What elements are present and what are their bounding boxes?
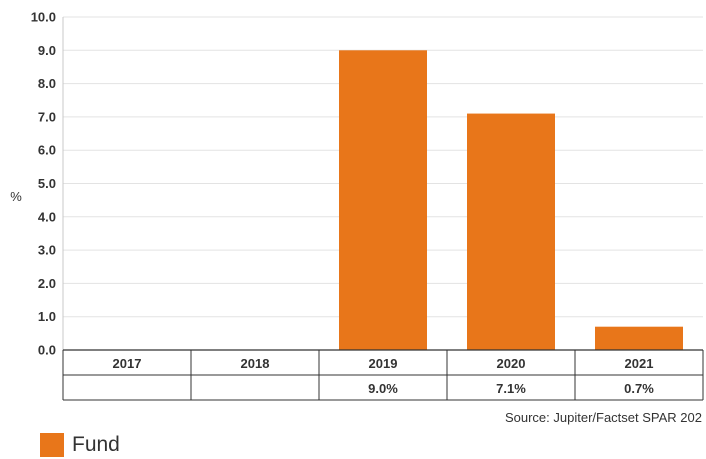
x-tick-label: 2020 xyxy=(497,356,526,371)
y-tick-label: 4.0 xyxy=(38,209,56,224)
y-tick-label: 2.0 xyxy=(38,276,56,291)
y-axis-label: % xyxy=(10,189,22,204)
bar-chart: 0.0 1.0 2.0 3.0 4.0 5.0 6.0 7.0 8.0 9.0 10.0 % 201… xyxy=(10,10,704,401)
y-tick-label: 1.0 xyxy=(38,309,56,324)
bar-2020 xyxy=(467,113,555,350)
y-axis-ticks: 0.0 1.0 2.0 3.0 4.0 5.0 6.0 7.0 8.0 9.0 10.0 xyxy=(31,10,56,358)
bars xyxy=(339,50,683,351)
legend-label-fund: Fund xyxy=(72,433,120,456)
y-tick-label: 7.0 xyxy=(38,109,56,124)
y-tick-label: 0.0 xyxy=(38,343,56,358)
x-tick-label: 2017 xyxy=(113,356,142,371)
data-label: 9.0% xyxy=(368,381,398,396)
x-tick-label: 2018 xyxy=(241,356,270,371)
bar-2021 xyxy=(595,326,683,350)
data-label: 0.7% xyxy=(624,381,654,396)
x-tick-label: 2021 xyxy=(625,356,654,371)
y-tick-label: 9.0 xyxy=(38,43,56,58)
legend-swatch-fund xyxy=(40,433,64,457)
x-tick-label: 2019 xyxy=(369,356,398,371)
data-table: 2017 2018 2019 9.0% 2020 7.1% 2021 0.7% xyxy=(62,349,704,401)
source-note: Source: Jupiter/Factset SPAR 202 xyxy=(504,410,702,425)
bar-2019 xyxy=(339,50,427,351)
data-label: 7.1% xyxy=(496,381,526,396)
y-tick-label: 5.0 xyxy=(38,176,56,191)
y-tick-label: 8.0 xyxy=(38,76,56,91)
legend: Fund xyxy=(40,433,120,457)
y-tick-label: 10.0 xyxy=(31,10,56,25)
y-tick-label: 6.0 xyxy=(38,143,56,158)
y-tick-label: 3.0 xyxy=(38,243,56,258)
